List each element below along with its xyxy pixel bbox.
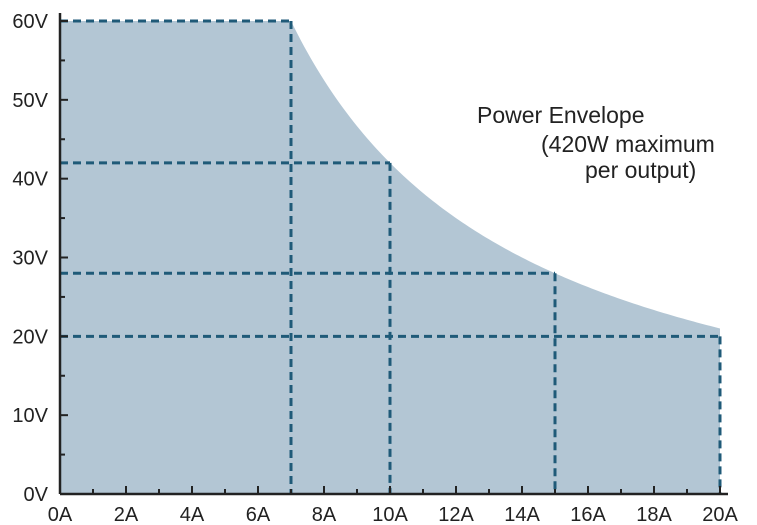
x-tick-label: 2A — [114, 504, 139, 525]
y-tick-label: 30V — [12, 248, 48, 270]
x-tick-label: 12A — [438, 504, 474, 525]
x-tick-label: 6A — [246, 504, 271, 525]
x-tick-label: 14A — [504, 504, 540, 525]
x-tick-label: 16A — [570, 504, 606, 525]
x-tick-label: 20A — [702, 504, 738, 525]
axes-layer — [58, 13, 728, 496]
annotation-line-1: Power Envelope — [477, 102, 645, 128]
x-tick-label: 10A — [372, 504, 408, 525]
x-tick-label: 4A — [180, 504, 205, 525]
x-tick-label: 0A — [48, 504, 73, 525]
guide-lines-layer — [60, 19, 722, 494]
y-tick-label: 50V — [12, 90, 48, 112]
y-tick-label: 40V — [12, 169, 48, 191]
y-tick-label: 0V — [24, 484, 49, 506]
y-tick-label: 10V — [12, 405, 48, 427]
annotation-line-2: (420W maximum — [541, 131, 715, 157]
x-tick-label: 8A — [312, 504, 337, 525]
y-tick-label: 20V — [12, 326, 48, 348]
tick-labels-layer: 0A 2A 4A 6A 8A 10A 12A 14A 16A 18A 20A 0V 10V 20V 30V 4… — [12, 11, 738, 525]
annotation-line-3: per output) — [585, 157, 696, 183]
x-tick-label: 18A — [636, 504, 672, 525]
y-tick-label: 60V — [12, 11, 48, 33]
